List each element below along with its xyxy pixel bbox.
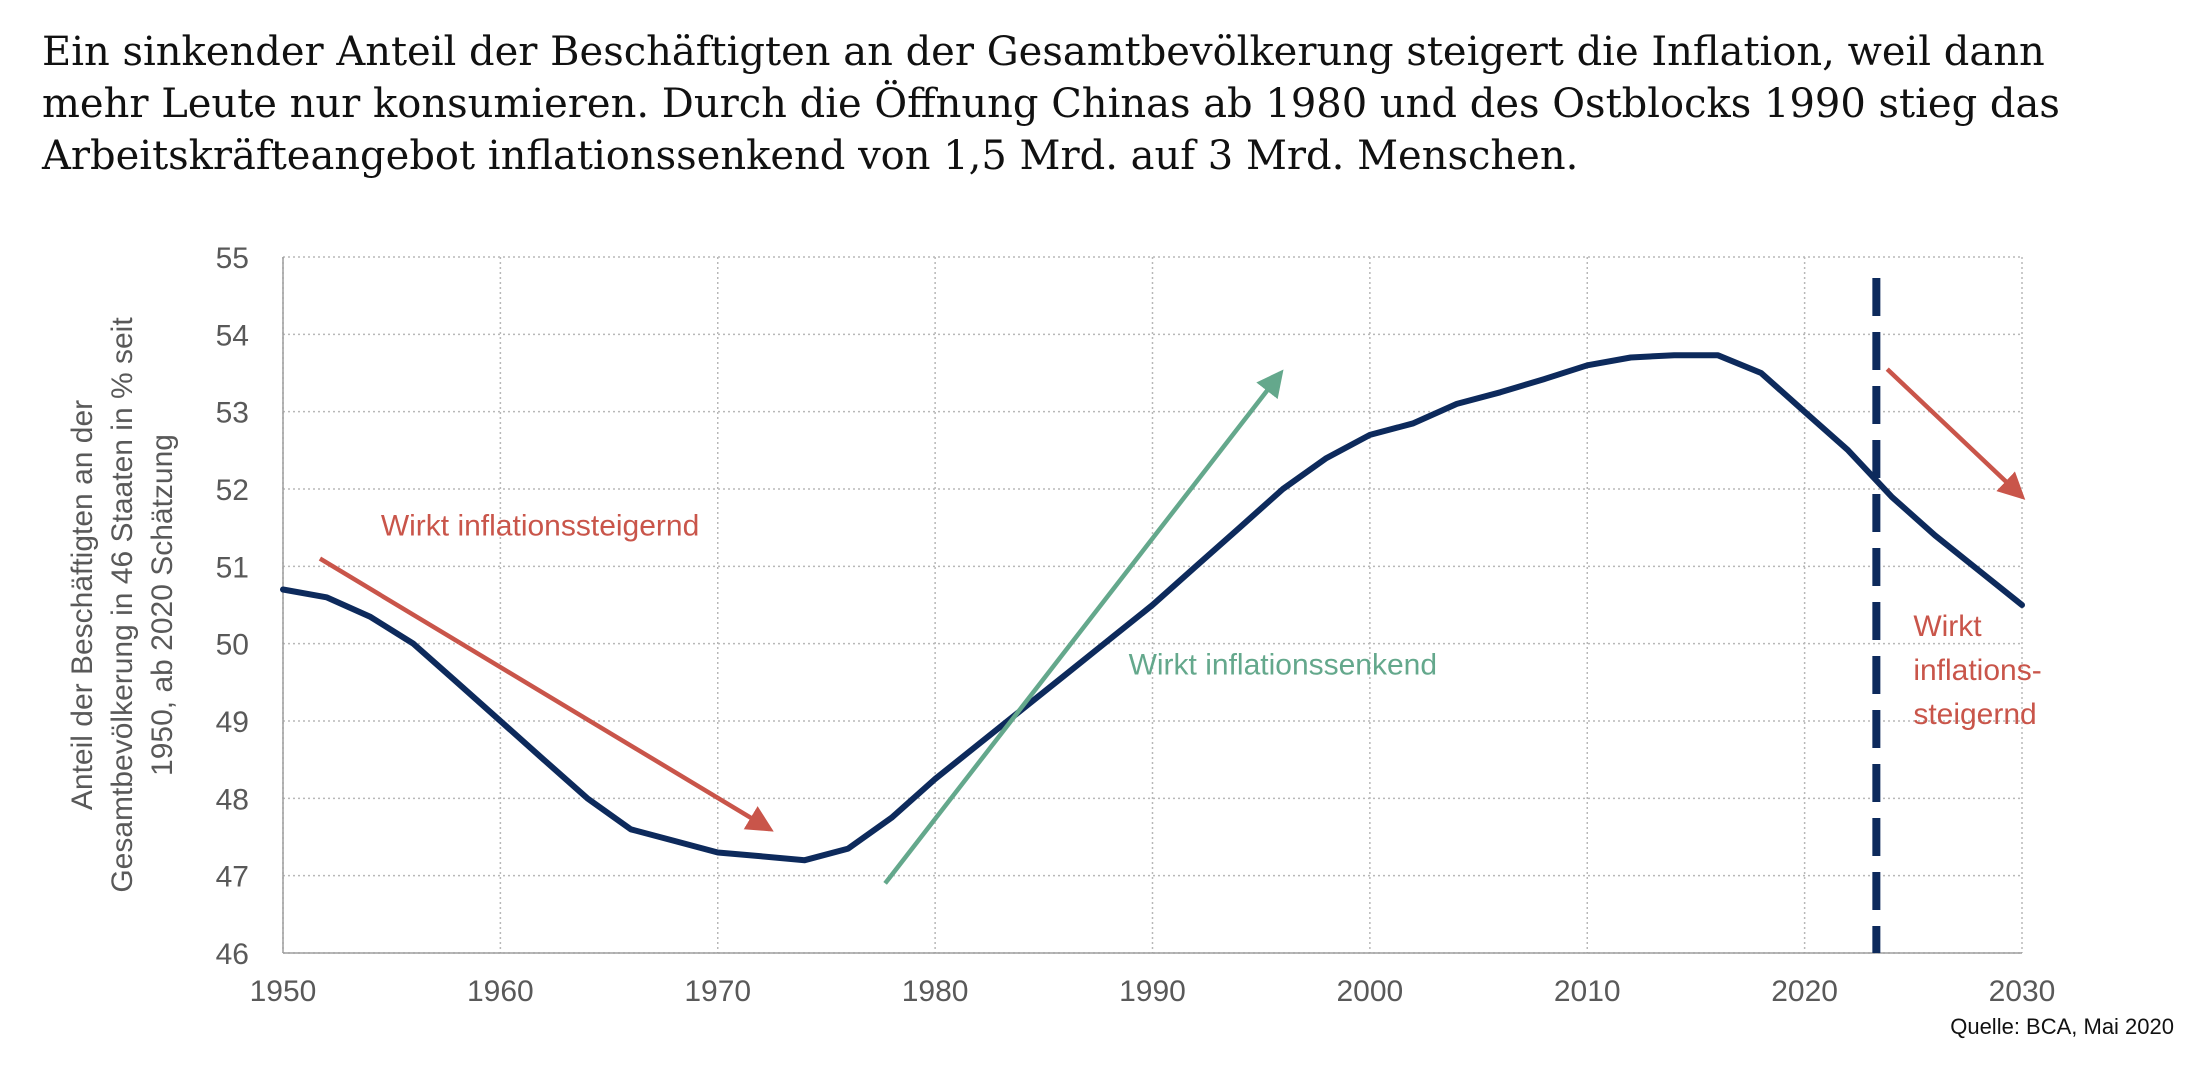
y-axis-label-line: Anteil der Beschäftigten an der [66,400,99,810]
annotation-label: Wirkt inflationssteigernd [381,509,699,542]
y-tick-label: 53 [216,397,249,430]
headline: Ein sinkender Anteil der Beschäftigten a… [42,26,2162,182]
y-tick-label: 50 [216,629,249,662]
y-axis: 46 47 48 49 50 51 52 53 54 55 [216,242,249,971]
annotations: Wirkt inflationssteigernd Wirkt inflation… [318,367,2042,885]
x-tick-label: 1980 [902,975,969,1008]
annotation-arrow [318,556,774,832]
x-tick-label: 2000 [1337,975,1404,1008]
source-note: Quelle: BCA, Mai 2020 [1950,1014,2174,1039]
x-tick-label: 1960 [467,975,534,1008]
x-tick-label: 1970 [684,975,751,1008]
annotation-label-line: inflations- [1913,654,2041,687]
annotation-arrow [883,369,1284,885]
annotation-label-line: steigernd [1913,698,2036,731]
y-axis-label-line: 1950, ab 2020 Schätzung [146,434,179,776]
y-tick-label: 46 [216,938,249,971]
y-tick-label: 52 [216,474,249,507]
headline-line-1: Ein sinkender Anteil der Beschäftigten a… [42,29,2045,75]
x-tick-label: 2020 [1771,975,1838,1008]
grid [282,256,2023,954]
headline-line-3: Arbeitskräfteangebot inflationssenkend v… [42,133,1579,179]
annotation-arrow [1885,367,2026,500]
series-line [280,352,2025,864]
x-tick-label: 2010 [1554,975,1621,1008]
x-tick-label: 2030 [1989,975,2056,1008]
y-tick-label: 55 [216,242,249,275]
y-tick-label: 47 [216,861,249,894]
y-tick-label: 51 [216,551,249,584]
y-tick-label: 54 [216,319,249,352]
y-axis-label: Anteil der Beschäftigten an der Gesamtbev… [66,317,179,893]
x-tick-label: 1990 [1119,975,1186,1008]
series [280,278,2025,953]
annotation-label-line: Wirkt [1913,610,1982,643]
x-axis: 1950 1960 1970 1980 1990 2000 2010 2020 2030 [250,975,2056,1008]
annotation-label: Wirkt inflationssenkend [1129,649,1437,682]
y-tick-label: 49 [216,706,249,739]
y-axis-label-line: Gesamtbevölkerung in 46 Staaten in % sei… [106,317,139,893]
headline-line-2: mehr Leute nur konsumieren. Durch die Öf… [42,81,2060,127]
y-tick-label: 48 [216,783,249,816]
x-tick-label: 1950 [250,975,317,1008]
